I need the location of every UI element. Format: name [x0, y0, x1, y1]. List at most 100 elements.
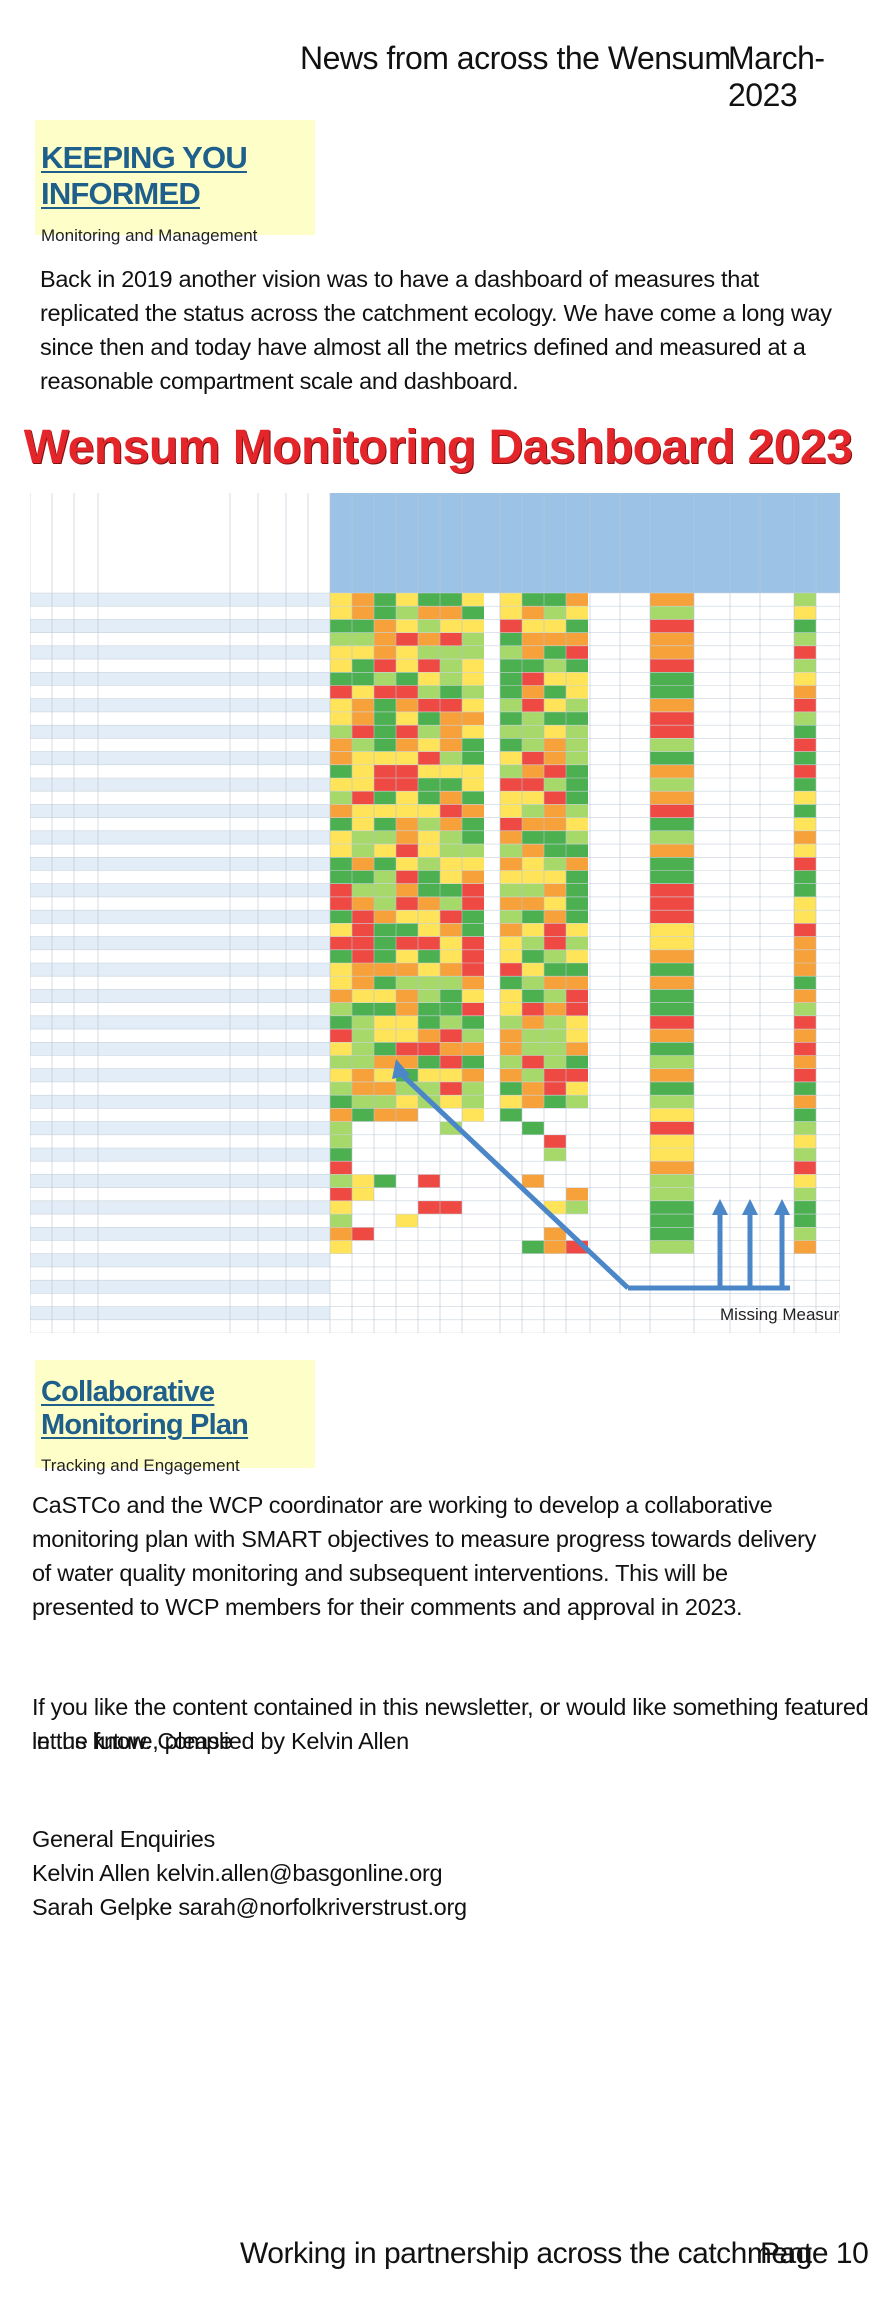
- dashboard-status-cell: [566, 870, 588, 884]
- dashboard-status-cell: [794, 1081, 816, 1096]
- dashboard-status-cell: [794, 1148, 816, 1162]
- dashboard-status-cell: [374, 870, 396, 884]
- dashboard-status-cell: [352, 778, 374, 792]
- dashboard-status-cell: [418, 844, 440, 858]
- dashboard-status-cell: [330, 896, 352, 911]
- contact-sarah[interactable]: Sarah Gelpke sarah@norfolkriverstrust.or…: [32, 1894, 467, 1920]
- dashboard-status-cell: [522, 936, 544, 950]
- dashboard-status-cell: [544, 896, 566, 911]
- dashboard-status-cell: [794, 1227, 816, 1241]
- dashboard-status-cell: [544, 791, 566, 805]
- dashboard-status-cell: [440, 672, 462, 686]
- dashboard-status-cell: [462, 791, 484, 805]
- dashboard-row-band: [30, 857, 330, 871]
- dashboard-status-cell: [396, 870, 418, 884]
- dashboard-status-cell: [440, 883, 462, 897]
- dashboard-status-cell: [330, 989, 352, 1003]
- section-subtitle: Tracking and Engagement: [41, 1456, 240, 1475]
- dashboard-status-cell: [794, 1068, 816, 1082]
- dashboard-status-cell: [330, 764, 352, 778]
- dashboard-status-cell: [522, 1015, 544, 1030]
- dashboard-row-band: [30, 963, 330, 977]
- dashboard-status-cell: [352, 593, 374, 607]
- dashboard-status-cell: [418, 738, 440, 752]
- dashboard-status-cell: [522, 910, 544, 924]
- dashboard-status-cell: [396, 976, 418, 990]
- dashboard-status-cell: [374, 844, 396, 858]
- dashboard-status-cell: [522, 870, 544, 884]
- dashboard-status-cell: [650, 963, 694, 977]
- dashboard-status-cell: [522, 1055, 544, 1069]
- dashboard-status-cell: [352, 883, 374, 897]
- dashboard-status-cell: [440, 1081, 462, 1096]
- dashboard-status-cell: [522, 830, 544, 845]
- dashboard-row-band: [30, 1174, 330, 1188]
- dashboard-status-cell: [396, 830, 418, 845]
- missing-measures-arrows: [392, 1059, 790, 1291]
- dashboard-status-cell: [544, 1068, 566, 1082]
- dashboard-status-cell: [650, 645, 694, 660]
- dashboard-status-cell: [374, 936, 396, 950]
- section-title: Collaborative Monitoring Plan: [41, 1376, 249, 1441]
- dashboard-status-cell: [566, 698, 588, 712]
- dashboard-status-cell: [440, 1042, 462, 1056]
- dashboard-status-cell: [330, 1121, 352, 1135]
- dashboard-status-cell: [566, 1015, 588, 1030]
- dashboard-status-cell: [374, 1002, 396, 1016]
- dashboard-status-cell: [544, 738, 566, 752]
- dashboard-status-cell: [566, 738, 588, 752]
- dashboard-status-cell: [794, 1002, 816, 1016]
- dashboard-status-cell: [650, 738, 694, 752]
- dashboard-status-cell: [544, 870, 566, 884]
- dashboard-status-cell: [650, 751, 694, 765]
- dashboard-status-cell: [500, 1002, 522, 1016]
- dashboard-row-band: [30, 1148, 330, 1162]
- dashboard-status-cell: [566, 1055, 588, 1069]
- dashboard-status-cell: [544, 857, 566, 871]
- dashboard-status-cell: [374, 817, 396, 831]
- dashboard-status-cell: [566, 672, 588, 686]
- dashboard-status-cell: [396, 751, 418, 765]
- dashboard-status-cell: [794, 817, 816, 831]
- dashboard-status-cell: [374, 910, 396, 924]
- dashboard-status-cell: [544, 1042, 566, 1056]
- dashboard-status-cell: [794, 711, 816, 726]
- intro-paragraph: Back in 2019 another vision was to have …: [40, 266, 832, 394]
- dashboard-status-cell: [522, 1042, 544, 1056]
- dashboard-status-cell: [650, 1134, 694, 1148]
- dashboard-status-cell: [794, 619, 816, 633]
- dashboard-status-cell: [566, 1029, 588, 1043]
- feedback-line-2: let us know. Complied by Kelvin Allen: [32, 1728, 409, 1754]
- dashboard-status-cell: [566, 923, 588, 937]
- dashboard-status-cell: [330, 963, 352, 977]
- dashboard-status-cell: [566, 1081, 588, 1096]
- dashboard-status-cell: [522, 764, 544, 778]
- dashboard-status-cell: [566, 857, 588, 871]
- dashboard-status-cell: [330, 1002, 352, 1016]
- section-callout-collaborative-plan: Collaborative Monitoring Plan Tracking a…: [35, 1360, 315, 1475]
- dashboard-status-cell: [330, 1240, 352, 1254]
- dashboard-status-cell: [650, 1187, 694, 1201]
- dashboard-status-cell: [650, 1148, 694, 1162]
- dashboard-status-cell: [544, 883, 566, 897]
- dashboard-status-cell: [352, 685, 374, 699]
- missing-measures-label: Missing Measures: [720, 1305, 840, 1324]
- dashboard-status-cell: [330, 1227, 352, 1241]
- dashboard-status-cell: [330, 645, 352, 660]
- dashboard-status-cell: [794, 896, 816, 911]
- dashboard-status-cell: [374, 645, 396, 660]
- contact-kelvin[interactable]: Kelvin Allen kelvin.allen@basgonline.org: [32, 1860, 443, 1886]
- dashboard-status-cell: [522, 751, 544, 765]
- dashboard-status-cell: [440, 1029, 462, 1043]
- section-title: KEEPING YOU INFORMED: [41, 140, 248, 211]
- dashboard-status-cell: [462, 645, 484, 660]
- dashboard-status-cell: [352, 711, 374, 726]
- dashboard-status-cell: [650, 606, 694, 620]
- dashboard-status-cell: [500, 632, 522, 646]
- dashboard-status-cell: [330, 1042, 352, 1056]
- dashboard-status-cell: [544, 1015, 566, 1030]
- dashboard-status-cell: [418, 659, 440, 673]
- dashboard-status-cell: [440, 923, 462, 937]
- dashboard-row-band: [30, 1227, 330, 1241]
- dashboard-status-cell: [396, 1214, 418, 1228]
